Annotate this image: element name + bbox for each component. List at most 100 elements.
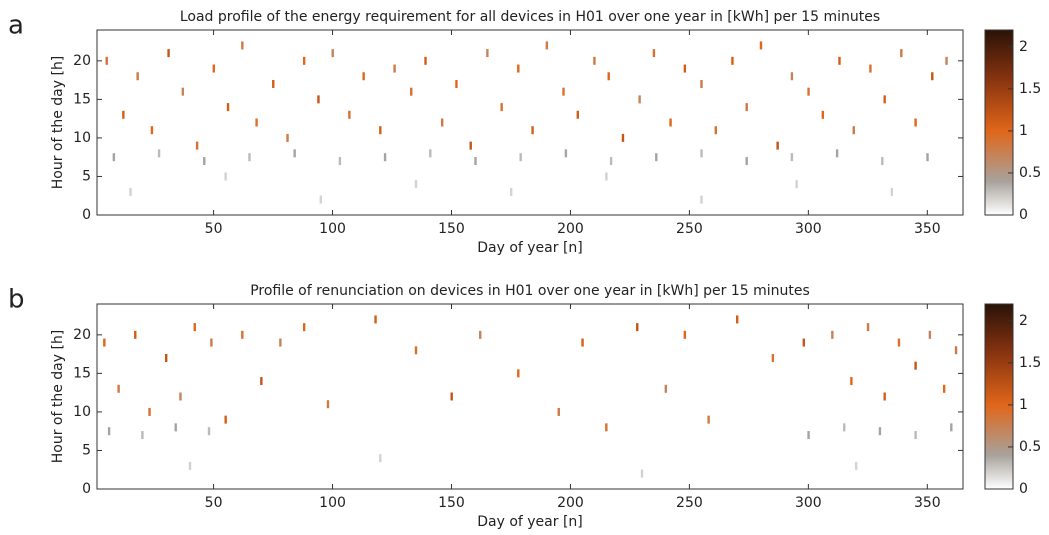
- heat-cell: [486, 49, 489, 58]
- heat-cell: [272, 79, 275, 88]
- heat-cell: [942, 384, 946, 393]
- plot-area: [97, 30, 963, 215]
- heat-cell: [207, 427, 211, 436]
- heat-cell: [914, 361, 917, 370]
- x-axis-label: Day of year [n]: [477, 514, 583, 530]
- heat-cell: [224, 172, 227, 181]
- heat-cell: [838, 56, 841, 65]
- heat-cell: [850, 377, 853, 386]
- heat-cell: [869, 64, 872, 73]
- colorbar-tick-label: 1.5: [1019, 355, 1041, 371]
- heat-cell: [429, 149, 432, 158]
- heat-cell: [188, 461, 192, 470]
- heat-cell: [897, 338, 901, 347]
- heat-cell: [210, 338, 213, 347]
- heat-cell: [338, 157, 342, 166]
- heat-cell: [831, 330, 834, 339]
- heat-cell: [557, 407, 560, 416]
- heat-cell: [414, 180, 418, 189]
- colorbar-tick-label: 1.5: [1019, 81, 1041, 97]
- heat-cell: [224, 415, 227, 424]
- y-tick-label: 5: [82, 168, 91, 184]
- heat-cell: [450, 392, 453, 401]
- heat-cell: [835, 149, 839, 158]
- heat-cell: [593, 56, 596, 65]
- heat-cell: [700, 149, 703, 158]
- x-tick-label: 150: [438, 221, 465, 237]
- heat-cell: [469, 141, 472, 150]
- heat-cell: [241, 330, 244, 339]
- heat-cell: [148, 407, 151, 416]
- colorbar: [984, 303, 1014, 490]
- heat-cell: [195, 141, 199, 150]
- y-tick-label: 20: [73, 327, 91, 343]
- colorbar-tick-label: 1: [1019, 397, 1028, 413]
- x-tick-label: 350: [914, 221, 941, 237]
- heat-cell: [821, 110, 825, 119]
- heat-cell: [326, 400, 330, 409]
- x-tick-label: 50: [205, 495, 223, 511]
- heat-cell: [795, 180, 798, 189]
- heat-cell: [881, 157, 884, 166]
- heat-cell: [331, 49, 334, 58]
- colorbar-tick-label: 2: [1019, 313, 1028, 329]
- heat-cell: [212, 64, 215, 73]
- heat-cell: [319, 195, 323, 204]
- heat-cell: [664, 384, 668, 393]
- heat-cell: [293, 149, 296, 158]
- heat-cell: [700, 79, 703, 88]
- x-tick-label: 200: [557, 221, 584, 237]
- heat-cell: [167, 49, 170, 58]
- heat-cell: [883, 392, 886, 401]
- x-tick-label: 250: [676, 495, 703, 511]
- heat-cell: [562, 87, 565, 96]
- x-tick-label: 250: [676, 221, 703, 237]
- heat-cell: [107, 427, 111, 436]
- y-tick-label: 10: [73, 130, 91, 146]
- heat-cell: [410, 87, 413, 96]
- heat-cell: [607, 72, 610, 81]
- colorbar-tick-label: 0: [1019, 481, 1028, 497]
- heat-cell: [129, 187, 132, 196]
- y-axis-label: Hour of the day [h]: [50, 330, 66, 464]
- heat-cell: [379, 126, 382, 135]
- heat-cell: [950, 423, 953, 432]
- heat-cell: [174, 423, 177, 432]
- heat-cell: [414, 346, 418, 355]
- heat-cell: [117, 384, 120, 393]
- heat-cell: [374, 315, 377, 324]
- x-tick-label: 350: [914, 495, 941, 511]
- colorbar-tick-label: 1: [1019, 123, 1028, 139]
- heat-cell: [248, 153, 251, 162]
- x-tick-label: 150: [438, 495, 465, 511]
- heat-cell: [302, 56, 306, 65]
- heat-cell: [731, 56, 734, 65]
- heat-cell: [652, 49, 656, 58]
- heat-cell: [564, 149, 568, 158]
- heat-cell: [576, 110, 579, 119]
- heat-cell: [878, 427, 882, 436]
- heat-cell: [226, 103, 230, 112]
- colorbar: [984, 29, 1014, 216]
- heat-cell: [455, 79, 458, 88]
- x-tick-label: 50: [205, 221, 223, 237]
- colorbar-tick-label: 0: [1019, 207, 1028, 223]
- heat-cell: [581, 338, 584, 347]
- heat-cell: [424, 56, 427, 65]
- colorbar-tick-label: 0.5: [1019, 439, 1041, 455]
- heat-cell: [771, 353, 775, 362]
- heat-cell: [362, 72, 365, 81]
- heat-cell: [500, 103, 503, 112]
- heat-cell: [683, 64, 687, 73]
- heat-cell: [883, 95, 886, 104]
- heat-cell: [112, 153, 116, 162]
- heat-cell: [150, 126, 154, 135]
- y-axis-label: Hour of the day [h]: [50, 56, 66, 190]
- heat-cell: [914, 118, 917, 127]
- heat-cell: [302, 323, 306, 332]
- heat-cell: [519, 153, 522, 162]
- plot-frame: [96, 303, 964, 490]
- heat-cell: [945, 56, 948, 65]
- heat-cell: [348, 110, 351, 119]
